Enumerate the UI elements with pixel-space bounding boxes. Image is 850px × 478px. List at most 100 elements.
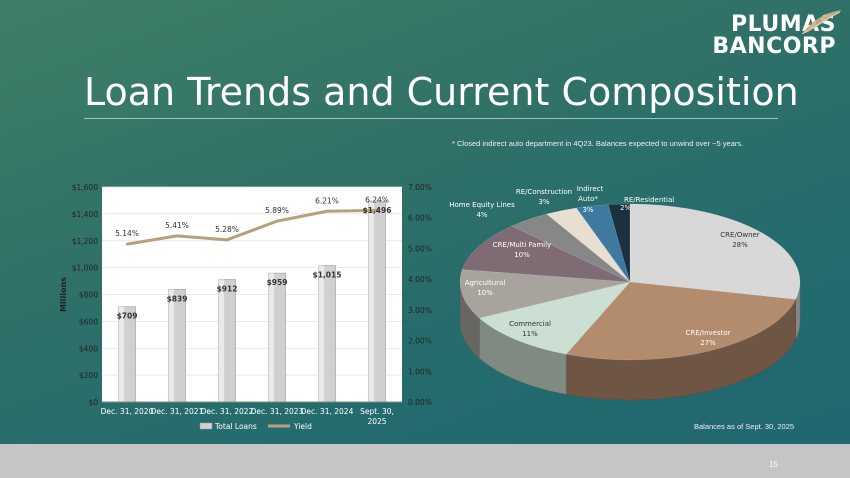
title-divider — [84, 118, 778, 119]
balances-as-of: Balances as of Sept. 30, 2025 — [694, 422, 795, 431]
bar-data-label: $912 — [217, 284, 238, 293]
loan-trends-chart: $709 $839 $912 $959 $1,015 $1,496 5.14% 5.41% 5.… — [59, 183, 432, 431]
pie-tops — [459, 203, 801, 361]
y-tick-label: $1,200 — [72, 237, 98, 246]
combo-bars — [118, 200, 386, 403]
pie-slice — [608, 203, 631, 283]
pie-sides — [459, 281, 801, 401]
combo-axes: $0 $200 $400 $600 $800 $1,000 $1,200 $1,400 $1,6… — [59, 183, 432, 426]
pie-slice — [478, 281, 631, 355]
bar-highlight — [368, 200, 375, 402]
y2-tick-label: 6.00% — [408, 214, 432, 223]
y-tick-label: $1,400 — [72, 210, 98, 219]
pie-slice-label: RE/Residential — [624, 196, 674, 204]
pie-slice-value: 3% — [538, 198, 549, 206]
bar-data-label: $839 — [167, 294, 188, 303]
combo-line — [125, 208, 379, 246]
x-tick-label: Sept. 30, — [360, 407, 394, 416]
footnote: * Closed indirect auto department in 4Q2… — [452, 139, 744, 148]
pie-slice — [546, 207, 631, 283]
yield-point — [175, 234, 179, 238]
pie-slice-label: Commercial — [509, 320, 551, 328]
y-tick-label: $0 — [88, 398, 98, 407]
pie-slice-label: Auto* — [578, 195, 598, 203]
yield-data-label: 5.28% — [215, 225, 239, 234]
legend-label-yield: Yield — [293, 422, 312, 431]
footer-bar: 15 — [0, 444, 850, 478]
y-tick-label: $200 — [79, 371, 98, 380]
bar-highlight — [118, 306, 125, 402]
pie-slice-value: 3% — [582, 206, 593, 214]
pie-slice-label: Home Equity Lines — [449, 201, 515, 209]
bar-data-label: $959 — [267, 278, 288, 287]
y-tick-label: $400 — [79, 344, 98, 353]
logo-line-2: BANCORP — [712, 34, 836, 59]
feather-logo-icon — [801, 10, 842, 35]
x-tick-label: Dec. 31, 2022 — [201, 407, 254, 416]
yield-point — [225, 238, 229, 242]
y-tick-label: $1,000 — [72, 264, 98, 273]
y2-tick-label: 4.00% — [408, 275, 432, 284]
bar-highlight — [268, 273, 275, 402]
yield-data-label: 5.14% — [115, 229, 139, 238]
yield-data-label: 6.24% — [365, 195, 389, 204]
bar-highlight — [318, 265, 325, 402]
pie-slice-label: Agricultural — [465, 279, 506, 287]
pie-slice-value: 10% — [514, 251, 530, 259]
pie-slice-label: CRE/Multi Family — [493, 241, 551, 249]
pie-slice-label: CRE/Investor — [685, 329, 730, 337]
combo-labels: $709 $839 $912 $959 $1,015 $1,496 5.14% 5.41% 5.… — [115, 195, 391, 320]
yield-point — [325, 210, 329, 213]
x-tick-label: 2025 — [367, 417, 386, 426]
pie-slice — [459, 269, 631, 319]
y-tick-label: $800 — [79, 291, 98, 300]
pie-slice-value: 11% — [522, 330, 538, 338]
yield-data-label: 5.41% — [165, 221, 189, 230]
pie-slice-label: CRE/Owner — [720, 231, 760, 239]
pie-slice-label: RE/Construction — [516, 188, 572, 196]
combo-grid — [102, 186, 402, 403]
y2-tick-label: 7.00% — [408, 183, 432, 192]
page-number: 15 — [769, 460, 778, 469]
combo-legend: Total Loans Yield — [199, 422, 312, 431]
x-tick-label: Dec. 31, 2024 — [301, 407, 354, 416]
loan-composition-pie: CRE/Owner 28% CRE/Investor 27% Commercial 11%… — [449, 185, 801, 401]
page-title: Loan Trends and Current Composition — [84, 70, 799, 114]
y2-tick-label: 5.00% — [408, 244, 432, 253]
bar-highlight — [168, 289, 175, 402]
pie-slice — [576, 204, 631, 283]
bar-data-label: $709 — [117, 312, 138, 321]
pie-slice — [565, 281, 797, 361]
y2-tick-label: 3.00% — [408, 306, 432, 315]
yield-point — [125, 242, 129, 246]
pie-slice-value: 28% — [732, 241, 748, 249]
bar-highlight — [218, 279, 225, 402]
bar-data-label: $1,496 — [363, 206, 392, 215]
x-tick-label: Dec. 31, 2021 — [151, 407, 204, 416]
y2-tick-label: 1.00% — [408, 367, 432, 376]
y-axis-label: Millions — [59, 277, 68, 312]
legend-label-total-loans: Total Loans — [214, 422, 257, 431]
pie-slice-label: Indirect — [577, 185, 604, 193]
x-tick-label: Dec. 31, 2023 — [251, 407, 304, 416]
pie-slice — [511, 213, 631, 283]
pie-slice-value: 27% — [700, 339, 716, 347]
pie-slice — [629, 203, 801, 300]
y2-tick-label: 0.00% — [408, 398, 432, 407]
y2-tick-label: 2.00% — [408, 337, 432, 346]
y-tick-label: $600 — [79, 317, 98, 326]
yield-point — [275, 219, 279, 223]
yield-data-label: 6.21% — [315, 196, 339, 205]
y-tick-label: $1,600 — [72, 183, 98, 192]
pie-labels: CRE/Owner 28% CRE/Investor 27% Commercial 11%… — [449, 185, 760, 347]
yield-point — [375, 209, 379, 212]
yield-data-label: 5.89% — [265, 206, 289, 215]
x-tick-label: Dec. 31, 2020 — [101, 407, 154, 416]
pie-slice — [461, 225, 631, 283]
pie-slice-value: 10% — [477, 289, 493, 297]
bar-data-label: $1,015 — [313, 271, 342, 280]
legend-swatch-total-loans — [199, 422, 213, 430]
yield-line — [126, 208, 378, 246]
pie-slice-value: 4% — [476, 211, 487, 219]
